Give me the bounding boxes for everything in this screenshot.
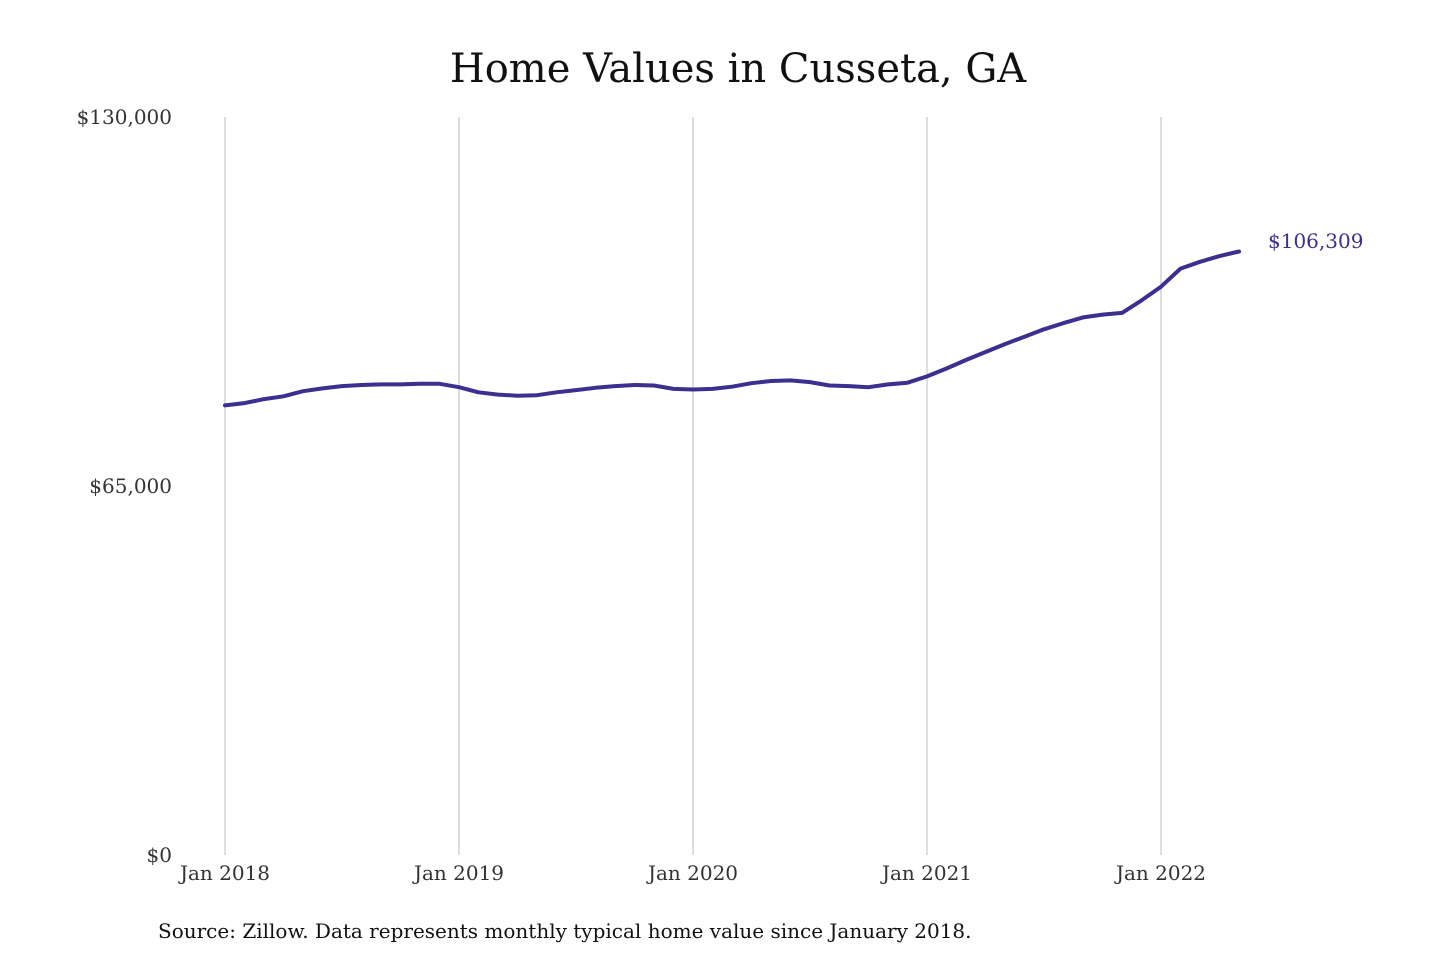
x-tick-label: Jan 2019: [412, 861, 504, 885]
x-axis-tick-labels: Jan 2018 Jan 2019 Jan 2020 Jan 2021 Jan 2022: [178, 861, 1206, 885]
grid-lines: [224, 117, 1162, 855]
x-tick-label: Jan 2021: [880, 861, 972, 885]
source-note: Source: Zillow. Data represents monthly …: [158, 919, 972, 943]
x-tick-label: Jan 2020: [646, 861, 738, 885]
home-value-line: [223, 249, 1241, 408]
y-axis-tick-labels: $0 $65,000 $130,000: [77, 105, 172, 867]
y-tick-label: $130,000: [77, 105, 172, 129]
chart-title: Home Values in Cusseta, GA: [450, 46, 1027, 92]
end-value-label: $106,309: [1268, 229, 1363, 253]
x-tick-label: Jan 2018: [178, 861, 270, 885]
y-tick-label: $0: [147, 843, 172, 867]
x-tick-label: Jan 2022: [1114, 861, 1206, 885]
y-tick-label: $65,000: [89, 474, 172, 498]
